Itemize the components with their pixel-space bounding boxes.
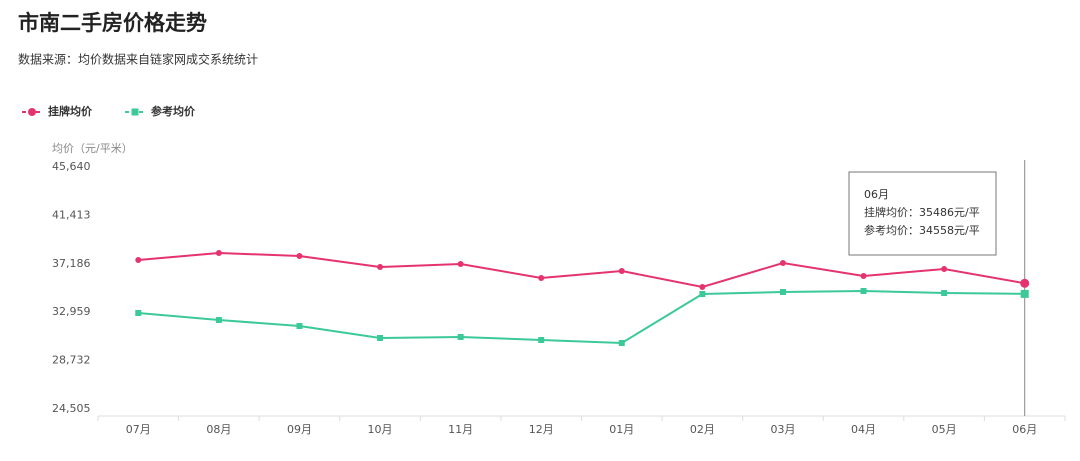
point (779, 289, 786, 296)
point (296, 322, 303, 329)
tooltip-line: 参考均价：34558元/平 (864, 223, 980, 237)
legend-label: 挂牌均价 (48, 104, 93, 118)
x-tick-label: 09月 (287, 423, 312, 436)
x-tick-label: 06月 (1012, 423, 1037, 436)
legend-label: 参考均价 (151, 104, 196, 118)
x-tick-label: 02月 (690, 423, 715, 436)
y-tick-label: 45,640 (52, 160, 91, 173)
tooltip-title: 06月 (864, 188, 889, 201)
y-tick-label: 37,186 (52, 257, 91, 270)
point (296, 253, 303, 260)
point (377, 264, 384, 271)
point (377, 334, 384, 341)
point (699, 283, 706, 290)
series-line (138, 252, 1025, 289)
point (860, 273, 867, 280)
tooltip (848, 171, 997, 256)
point (215, 316, 222, 323)
point (457, 334, 464, 341)
point (135, 256, 142, 263)
point (860, 288, 867, 295)
point (538, 274, 545, 281)
point (538, 337, 545, 344)
y-tick-label: 28,732 (52, 354, 91, 367)
x-tick-label: 03月 (770, 423, 795, 436)
point (1020, 289, 1029, 298)
y-tick-label: 41,413 (52, 208, 91, 221)
point (618, 268, 625, 275)
series-line (138, 290, 1025, 345)
legend-marker (131, 108, 139, 116)
point (457, 261, 464, 268)
y-tick-label: 32,959 (52, 305, 91, 318)
point (618, 340, 625, 347)
x-tick-label: 05月 (932, 423, 957, 436)
point (941, 265, 948, 272)
y-axis-label: 均价（元/平米） (52, 142, 133, 155)
x-tick-label: 04月 (851, 423, 876, 436)
tooltip-line: 挂牌均价：35486元/平 (864, 205, 980, 219)
point (779, 259, 786, 266)
point (699, 291, 706, 298)
x-tick-label: 08月 (206, 423, 231, 436)
point (135, 310, 142, 317)
chart-title: 市南二手房价格走势 (18, 11, 207, 35)
point (1020, 278, 1030, 288)
point (215, 250, 222, 257)
point (941, 289, 948, 296)
x-tick-label: 10月 (368, 423, 393, 436)
y-tick-label: 24,505 (52, 402, 91, 415)
x-tick-label: 12月 (529, 423, 554, 436)
x-tick-label: 07月 (126, 423, 151, 436)
x-tick-label: 01月 (609, 423, 634, 436)
legend-marker (28, 108, 36, 116)
x-tick-label: 11月 (448, 423, 473, 436)
chart-subtitle: 数据来源：均价数据来自链家网成交系统统计 (18, 52, 258, 67)
